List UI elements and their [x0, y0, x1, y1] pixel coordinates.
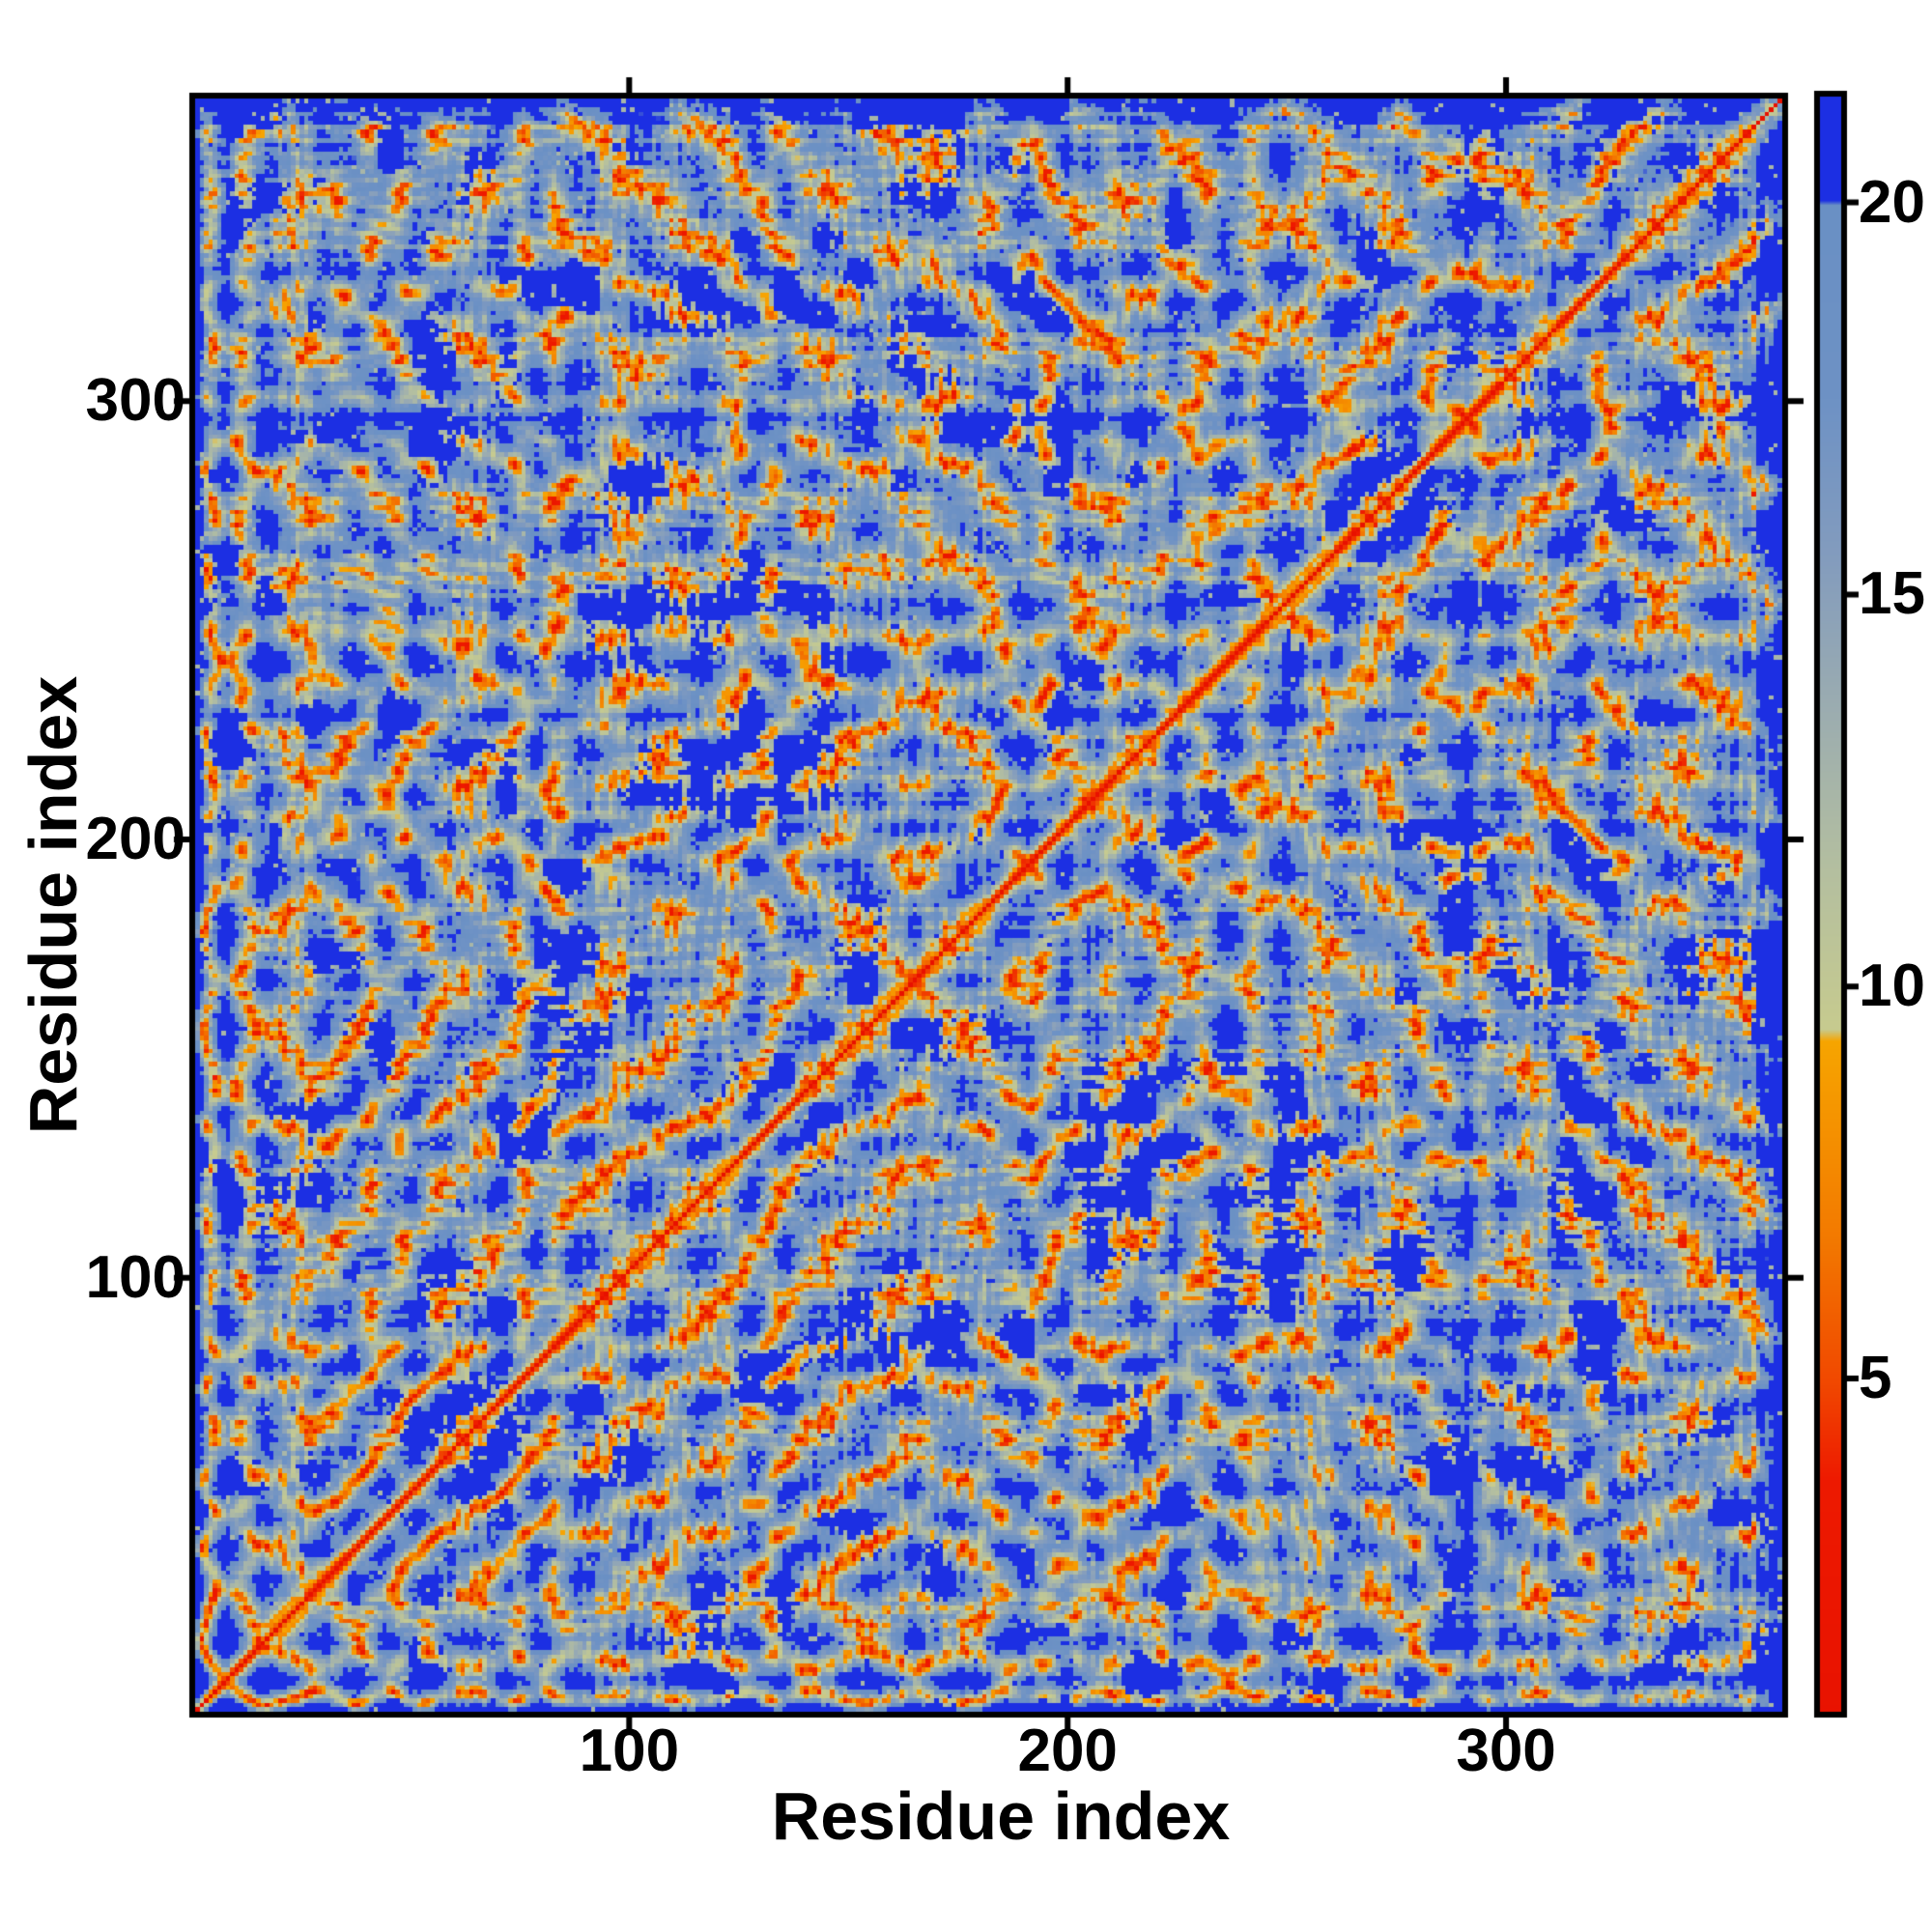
colorbar-tick-label-20: 20 [1859, 168, 1925, 236]
y-tick-label-200: 200 [85, 805, 185, 872]
x-tick-label-100: 100 [579, 1718, 680, 1784]
x-axis-title: Residue index [771, 1778, 1231, 1854]
y-tick-label-300: 300 [85, 367, 185, 435]
colorbar-tick-label-10: 10 [1859, 952, 1925, 1020]
colorbar-tick-label-5: 5 [1859, 1345, 1892, 1412]
y-axis-title: Residue index [15, 675, 91, 1135]
y-tick-label-100: 100 [85, 1243, 185, 1311]
x-tick-label-300: 300 [1456, 1718, 1556, 1784]
colorbar-tick-label-15: 15 [1859, 560, 1925, 628]
x-tick-label-200: 200 [1017, 1718, 1118, 1784]
